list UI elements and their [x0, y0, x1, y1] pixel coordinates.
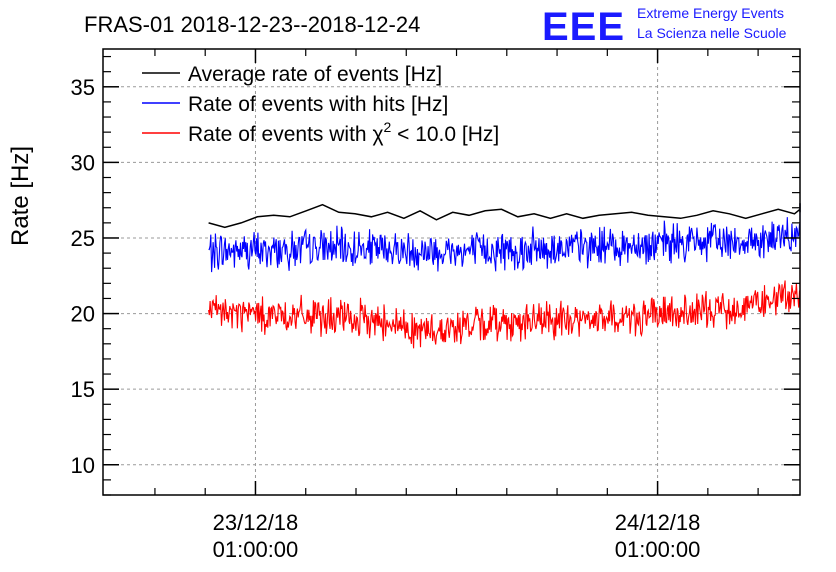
logo-line-2: La Scienza nelle Scuole [637, 25, 787, 41]
legend-label-hits: Rate of events with hits [Hz] [188, 93, 448, 116]
axis-ticks [103, 49, 800, 496]
x-tick-date: 24/12/18 [615, 510, 701, 535]
series-chi2-line [208, 255, 801, 349]
eee-logo: EEE Extreme Energy Events La Scienza nel… [542, 5, 787, 49]
legend-label-avg: Average rate of events [Hz] [188, 63, 442, 86]
grid-lines [103, 49, 800, 495]
y-tick-label: 20 [71, 302, 95, 327]
series-layer [208, 203, 801, 349]
y-tick-label: 10 [71, 453, 95, 478]
series-hits-line [208, 203, 801, 273]
y-tick-label: 30 [71, 150, 95, 175]
legend-label-chi2: Rate of events with χ2 < 10.0 [Hz] [188, 119, 499, 146]
y-axis-title: Rate [Hz] [7, 146, 34, 246]
y-tick-label: 25 [71, 226, 95, 251]
tick-labels: 10152025303523/12/1801:00:0024/12/1801:0… [71, 75, 701, 562]
y-tick-label: 35 [71, 75, 95, 100]
logo-line-1: Extreme Energy Events [637, 5, 784, 21]
legend: Average rate of events [Hz] Rate of even… [142, 63, 499, 146]
series-average-line [208, 203, 801, 229]
x-tick-time: 01:00:00 [213, 537, 299, 562]
logo-mark: EEE [542, 5, 625, 49]
x-tick-time: 01:00:00 [615, 537, 701, 562]
chart-title: FRAS-01 2018-12-23--2018-12-24 [84, 12, 420, 37]
y-tick-label: 15 [71, 377, 95, 402]
x-tick-date: 23/12/18 [213, 510, 299, 535]
plot-frame [102, 48, 801, 496]
